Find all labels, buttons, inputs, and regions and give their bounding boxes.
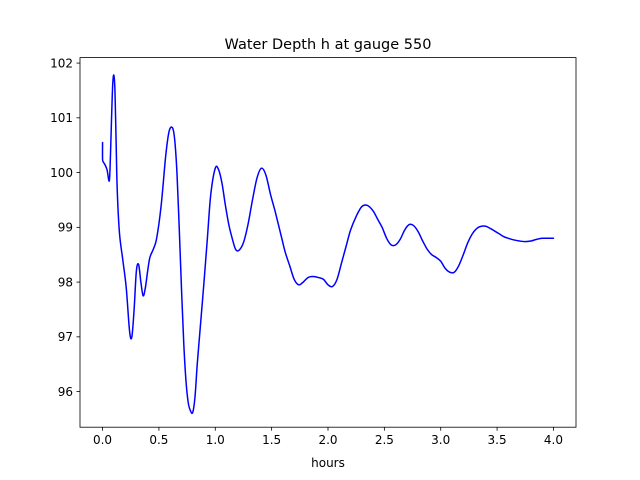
chart-title: Water Depth h at gauge 550 xyxy=(225,37,432,53)
y-tick-label: 100 xyxy=(50,166,73,180)
x-tick-label: 2.0 xyxy=(318,433,337,447)
x-tick-label: 2.5 xyxy=(375,433,394,447)
x-tick-label: 0.0 xyxy=(93,433,112,447)
y-tick-label: 101 xyxy=(50,111,73,125)
x-tick-label: 1.0 xyxy=(206,433,225,447)
x-tick-label: 4.0 xyxy=(544,433,563,447)
y-tick-label: 99 xyxy=(58,221,73,235)
y-tick-label: 98 xyxy=(58,275,73,289)
y-tick-label: 102 xyxy=(50,56,73,70)
y-tick-label: 97 xyxy=(58,330,73,344)
x-tick-label: 1.5 xyxy=(262,433,281,447)
series-line xyxy=(101,74,555,415)
x-axis: 0.0 0.5 1.0 1.5 2.0 2.5 3.0 3.5 4.0 xyxy=(93,427,563,447)
y-axis: 96 97 98 99 100 101 102 xyxy=(50,56,80,399)
x-axis-label: hours xyxy=(311,456,345,470)
x-tick-label: 3.0 xyxy=(431,433,450,447)
x-tick-label: 0.5 xyxy=(149,433,168,447)
y-tick-label: 96 xyxy=(58,385,73,399)
x-tick-label: 3.5 xyxy=(488,433,507,447)
